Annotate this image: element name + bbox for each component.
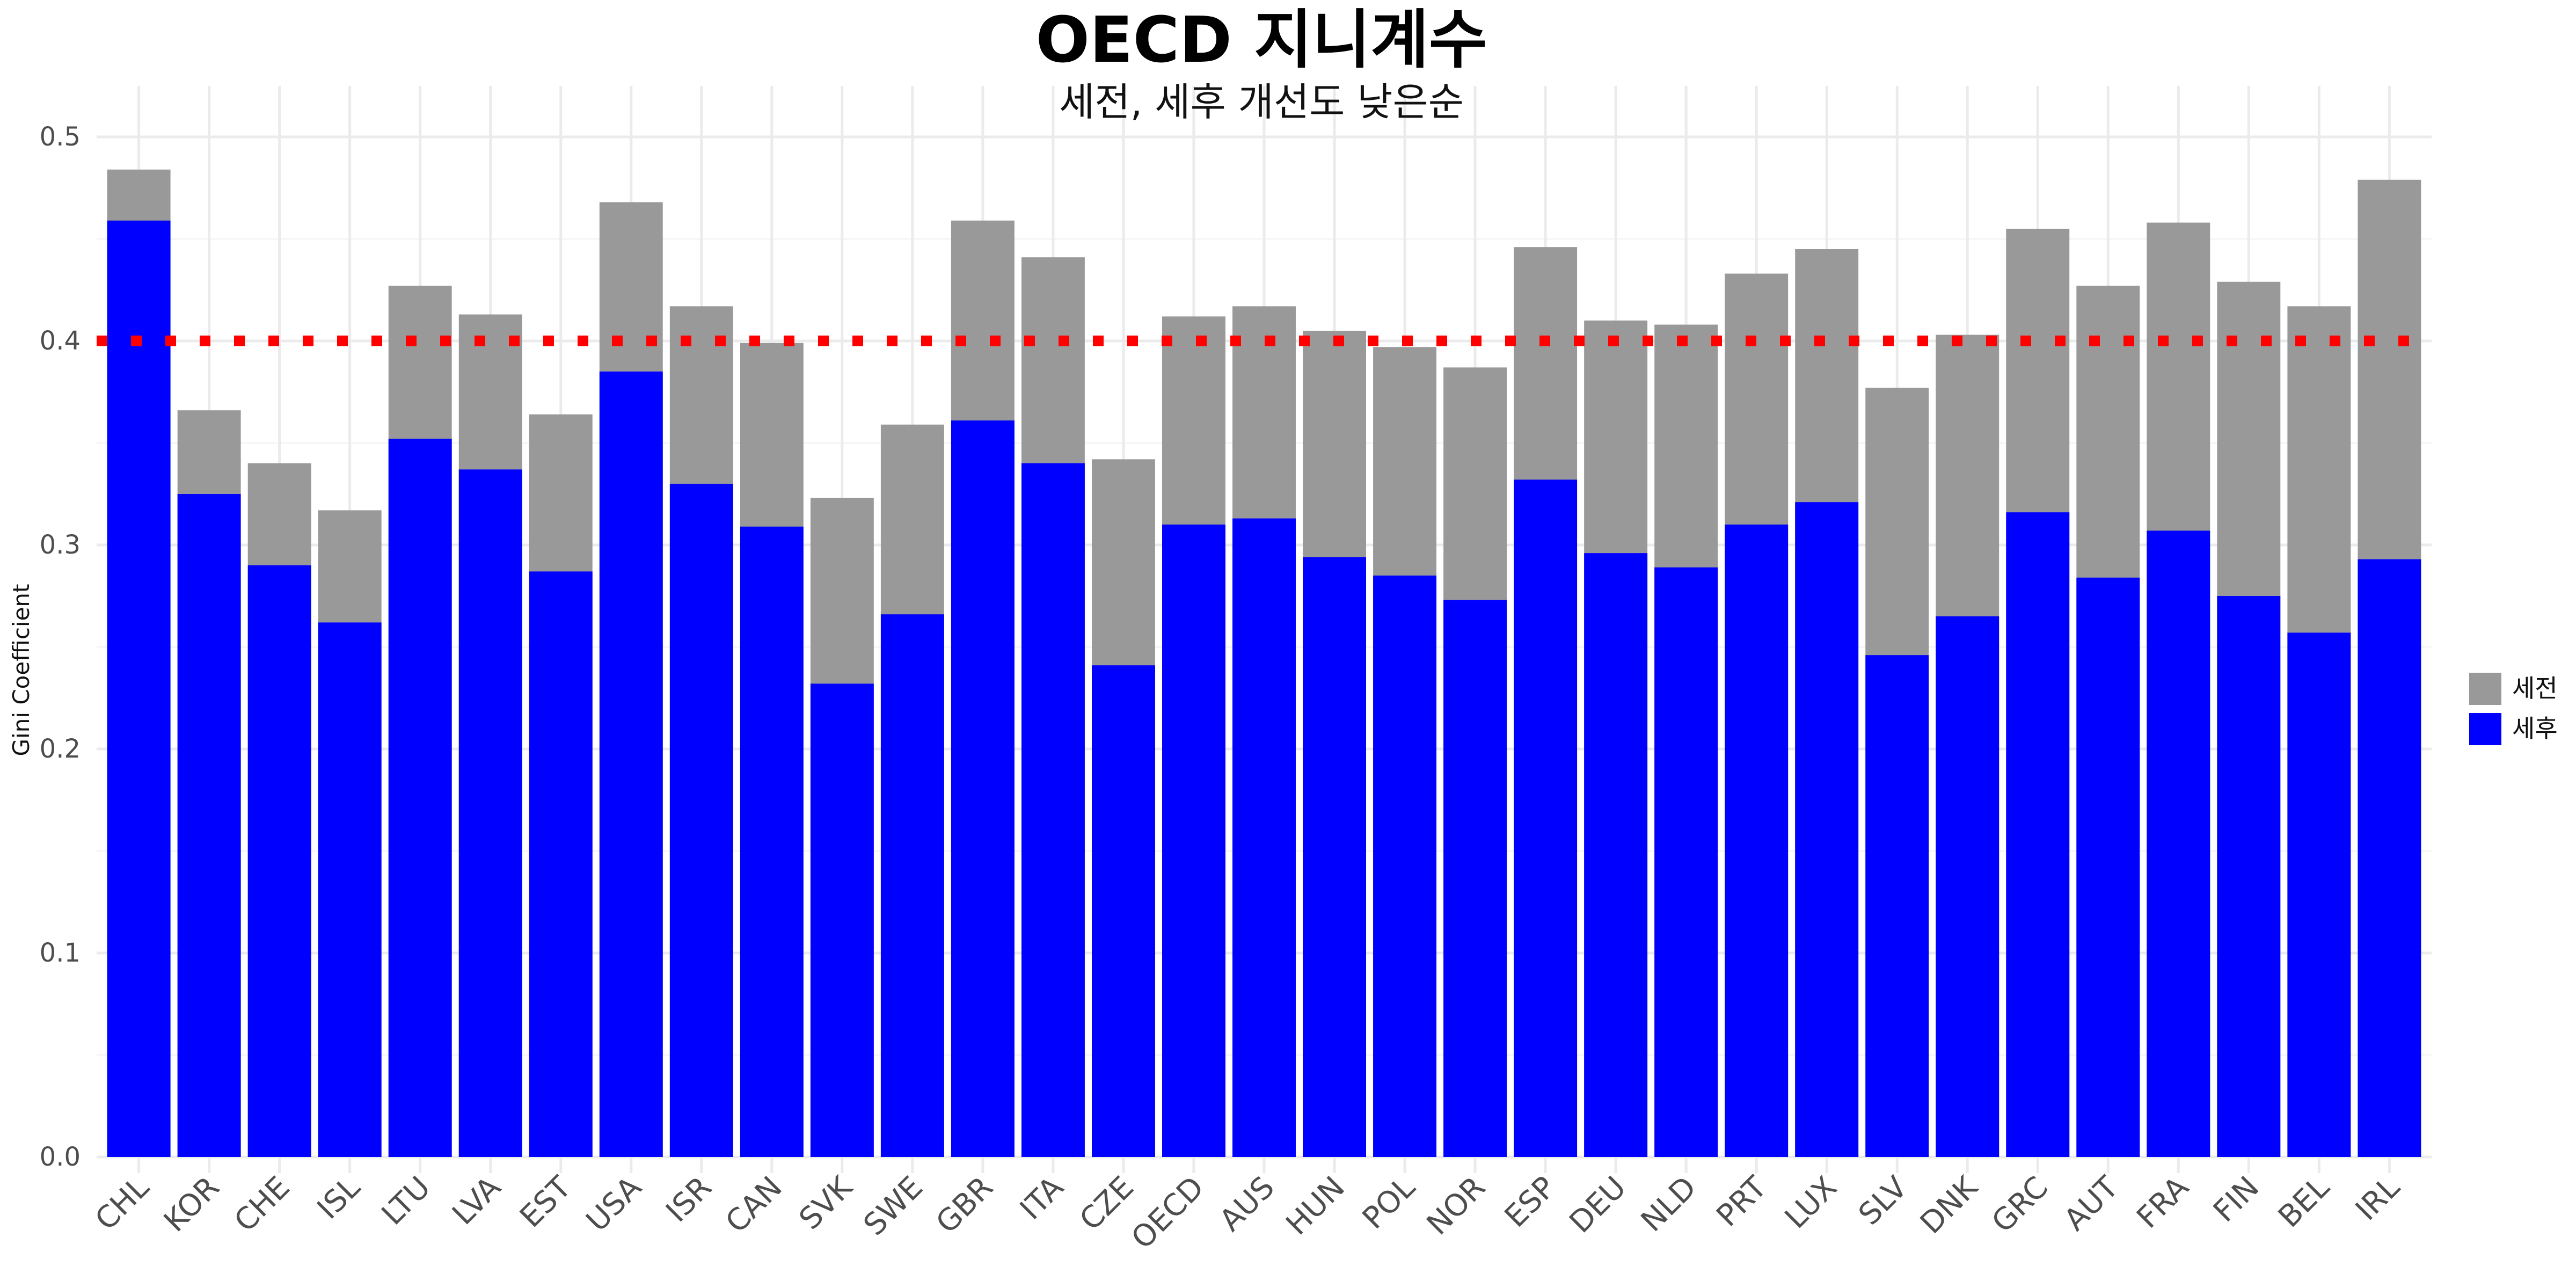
x-tick-label: LUX (1778, 1170, 1844, 1235)
x-tick-label: GBR (929, 1170, 999, 1240)
x-tick-label: SLV (1852, 1170, 1914, 1232)
x-tick-label: ISL (311, 1170, 367, 1226)
x-tick-label: PRT (1710, 1169, 1774, 1233)
bar-posttax-kor (177, 494, 241, 1157)
x-tick-label: AUT (2057, 1169, 2126, 1238)
y-tick-label: 0.5 (40, 122, 81, 152)
bar-posttax-deu (1584, 553, 1648, 1157)
bar-posttax-nor (1443, 600, 1507, 1157)
bar-posttax-dnk (1936, 616, 1999, 1157)
bar-posttax-swe (880, 614, 944, 1157)
bar-posttax-pol (1373, 576, 1437, 1157)
bar-posttax-ita (1021, 463, 1085, 1157)
x-tick-label: ITA (1013, 1170, 1070, 1227)
x-tick-label: DEU (1563, 1170, 1633, 1240)
legend-swatch-posttax (2469, 713, 2501, 745)
bar-posttax-fin (2217, 596, 2281, 1157)
bar-posttax-che (247, 565, 311, 1157)
bar-posttax-lva (458, 469, 522, 1157)
bar-posttax-gbr (951, 420, 1015, 1158)
bar-posttax-oecd (1162, 525, 1225, 1157)
x-tick-label: LTU (375, 1170, 437, 1232)
x-tick-label: ISR (659, 1170, 718, 1229)
x-tick-label: SVK (793, 1169, 860, 1236)
y-axis-title: Gini Coefficient (8, 584, 34, 756)
bar-posttax-fra (2147, 530, 2210, 1157)
x-tick-label: USA (580, 1170, 648, 1239)
x-tick-label: KOR (157, 1170, 226, 1239)
bar-posttax-isr (669, 484, 733, 1157)
bar-posttax-esp (1514, 479, 1578, 1157)
x-tick-label: AUS (1213, 1170, 1281, 1238)
x-tick-label: GRC (1985, 1170, 2055, 1240)
x-tick-label: DNK (1914, 1169, 1985, 1241)
y-tick-label: 0.1 (40, 938, 81, 968)
bar-posttax-svk (810, 683, 874, 1157)
y-axis-ticks: 0.0 0.1 0.2 0.3 0.4 0.5 (40, 122, 81, 1172)
bar-posttax-irl (2358, 559, 2421, 1157)
bar-posttax-cze (1091, 665, 1155, 1157)
x-tick-label: EST (513, 1169, 578, 1234)
bars-layer (107, 169, 2421, 1158)
x-tick-label: POL (1356, 1170, 1422, 1236)
bar-posttax-slv (1865, 655, 1929, 1157)
x-tick-label: IRL (2349, 1170, 2406, 1227)
x-tick-label: SWE (857, 1170, 930, 1242)
x-tick-label: OECD (1125, 1170, 1211, 1256)
bar-posttax-can (740, 526, 804, 1157)
bar-posttax-chl (107, 220, 171, 1157)
bar-posttax-prt (1725, 525, 1789, 1157)
x-tick-label: ESP (1498, 1170, 1563, 1234)
x-tick-label: CAN (719, 1170, 789, 1240)
legend-label-pretax: 세전 (2512, 674, 2558, 703)
bar-posttax-est (529, 571, 593, 1157)
bar-posttax-grc (2006, 512, 2070, 1158)
bar-posttax-lux (1795, 502, 1859, 1158)
bar-posttax-aus (1232, 518, 1296, 1157)
x-tick-label: HUN (1280, 1170, 1352, 1242)
bar-posttax-isl (318, 622, 382, 1157)
x-tick-label: CHE (228, 1170, 296, 1239)
legend: 세전 세후 (2469, 673, 2558, 745)
legend-label-posttax: 세후 (2512, 714, 2558, 743)
x-tick-label: BEL (2272, 1170, 2336, 1234)
x-tick-label: FRA (2130, 1170, 2195, 1235)
chart-subtitle: 세전, 세후 개선도 낮은순 (1059, 79, 1464, 125)
bar-posttax-nld (1654, 567, 1718, 1157)
y-tick-label: 0.0 (40, 1142, 81, 1172)
x-tick-label: CHL (89, 1170, 156, 1237)
bar-posttax-ltu (388, 439, 452, 1157)
y-tick-label: 0.3 (40, 530, 81, 560)
x-tick-label: NLD (1634, 1170, 1703, 1239)
chart-title: OECD 지니계수 (1036, 3, 1487, 77)
y-tick-label: 0.4 (40, 326, 81, 356)
x-tick-label: NOR (1420, 1170, 1492, 1242)
y-tick-label: 0.2 (40, 734, 81, 764)
x-tick-label: FIN (2207, 1170, 2266, 1229)
bar-posttax-usa (599, 372, 663, 1157)
legend-swatch-pretax (2469, 673, 2501, 705)
bar-posttax-hun (1303, 557, 1366, 1157)
x-tick-label: LVA (446, 1170, 507, 1232)
bar-posttax-bel (2287, 632, 2351, 1157)
bar-posttax-aut (2076, 577, 2140, 1157)
